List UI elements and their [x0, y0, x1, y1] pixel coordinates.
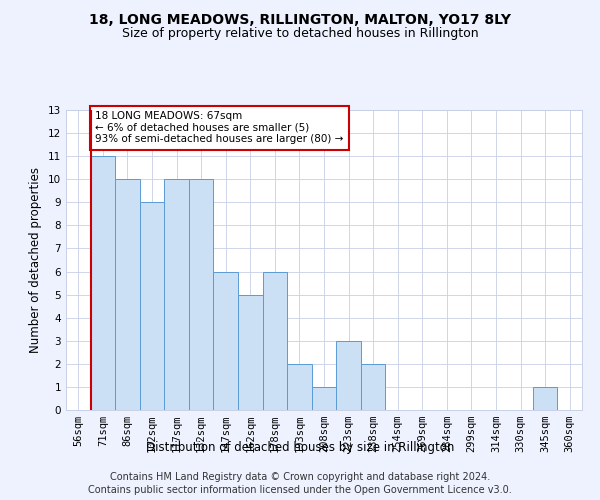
Y-axis label: Number of detached properties: Number of detached properties [29, 167, 43, 353]
Bar [238, 294, 263, 410]
Bar [361, 364, 385, 410]
Bar [91, 156, 115, 410]
Bar [533, 387, 557, 410]
Bar [287, 364, 312, 410]
Text: 18 LONG MEADOWS: 67sqm
← 6% of detached houses are smaller (5)
93% of semi-detac: 18 LONG MEADOWS: 67sqm ← 6% of detached … [95, 111, 344, 144]
Bar [263, 272, 287, 410]
Text: Contains HM Land Registry data © Crown copyright and database right 2024.: Contains HM Land Registry data © Crown c… [110, 472, 490, 482]
Text: 18, LONG MEADOWS, RILLINGTON, MALTON, YO17 8LY: 18, LONG MEADOWS, RILLINGTON, MALTON, YO… [89, 12, 511, 26]
Bar [140, 202, 164, 410]
Text: Distribution of detached houses by size in Rillington: Distribution of detached houses by size … [146, 441, 454, 454]
Text: Size of property relative to detached houses in Rillington: Size of property relative to detached ho… [122, 28, 478, 40]
Bar [336, 341, 361, 410]
Bar [214, 272, 238, 410]
Text: Contains public sector information licensed under the Open Government Licence v3: Contains public sector information licen… [88, 485, 512, 495]
Bar [312, 387, 336, 410]
Bar [115, 179, 140, 410]
Bar [164, 179, 189, 410]
Bar [189, 179, 214, 410]
